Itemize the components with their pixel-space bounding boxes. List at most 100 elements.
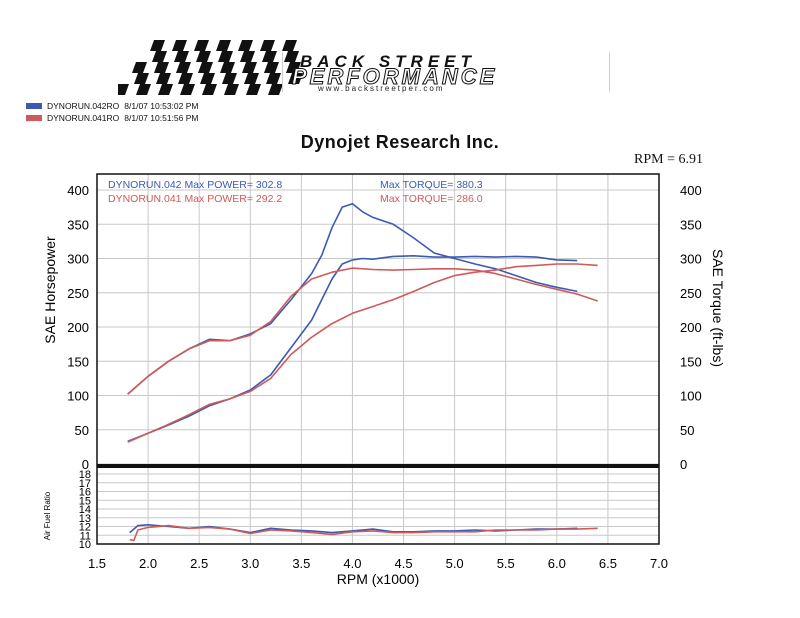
x-tick-label: 5.0 <box>446 556 464 571</box>
y2-axis-label: SAE Torque (ft-lbs) <box>710 249 726 367</box>
series-layer <box>127 202 598 542</box>
series-dynorun041-torque-line <box>127 267 598 395</box>
annotation-run042-power: DYNORUN.042 Max POWER= 302.8 <box>108 179 282 191</box>
flag-square <box>198 62 213 73</box>
y-tick-label: 100 <box>67 389 89 404</box>
flag-square <box>288 73 303 84</box>
legend-label-run041: DYNORUN.041RO <box>47 113 120 123</box>
annotation-run041-torque: Max TORQUE= 286.0 <box>380 193 483 205</box>
y2-tick-label: 300 <box>680 252 702 267</box>
flag-square <box>246 84 261 95</box>
flag-square <box>174 51 189 62</box>
panel-divider <box>97 464 659 468</box>
x-tick-label: 2.5 <box>190 556 208 571</box>
afr-tick-label: 14 <box>79 504 91 516</box>
x-tick-label: 2.0 <box>139 556 157 571</box>
legend-swatch-run041 <box>26 115 42 121</box>
flag-square <box>286 62 301 73</box>
flag-square <box>176 62 191 73</box>
x-tick-label: 3.5 <box>292 556 310 571</box>
legend-item-run042: DYNORUN.042RO 8/1/07 10:53:02 PM <box>26 101 198 111</box>
flag-square <box>222 73 237 84</box>
annotation-run042-torque: Max TORQUE= 380.3 <box>380 179 483 191</box>
flag-square <box>180 84 195 95</box>
flag-square <box>118 84 129 95</box>
x-tick-label: 7.0 <box>650 556 668 571</box>
y-tick-label: 350 <box>67 217 89 232</box>
brand-url: www.backstreetper.com <box>318 84 445 93</box>
flag-square <box>158 84 173 95</box>
x-tick-label: 6.0 <box>548 556 566 571</box>
y-tick-label: 200 <box>67 320 89 335</box>
flag-square <box>156 73 171 84</box>
legend-date-run042: 8/1/07 10:53:02 PM <box>124 101 199 111</box>
afr-tick-label: 12 <box>79 522 91 534</box>
afr-tick-label: 16 <box>79 487 91 499</box>
legend-item-run041: DYNORUN.041RO 8/1/07 10:51:56 PM <box>26 113 198 123</box>
y-axis-label: SAE Horsepower <box>42 236 58 344</box>
y2-tick-label: 100 <box>680 389 702 404</box>
flag-square <box>172 40 187 51</box>
y-tick-label: 0 <box>82 457 89 472</box>
main-grid <box>96 174 660 544</box>
x-tick-label: 4.0 <box>343 556 361 571</box>
flag-square <box>150 40 165 51</box>
flag-square <box>268 84 283 95</box>
flag-square <box>240 51 255 62</box>
flag-square <box>202 84 217 95</box>
x-tick-label: 1.5 <box>88 556 106 571</box>
flag-square <box>266 73 281 84</box>
x-axis-label: RPM (x1000) <box>337 571 419 587</box>
flag-square <box>194 40 209 51</box>
flag-square <box>218 51 233 62</box>
legend-swatch-run042 <box>26 103 42 109</box>
flag-square <box>152 51 167 62</box>
y-tick-label: 50 <box>75 423 89 438</box>
afr-tick-label: 13 <box>79 513 91 525</box>
annotation-run041-power: DYNORUN.041 Max POWER= 292.2 <box>108 193 282 205</box>
x-tick-label: 5.5 <box>497 556 515 571</box>
chart-title: Dynojet Research Inc. <box>300 132 500 152</box>
flag-square <box>196 51 211 62</box>
afr-grid <box>97 473 659 545</box>
flag-square <box>238 40 253 51</box>
afr-tick-label: 11 <box>80 530 91 542</box>
series-dynorun042-torque-line <box>127 202 578 395</box>
logo-frame <box>282 52 610 92</box>
flag-square <box>224 84 239 95</box>
y2-tick-label: 0 <box>680 457 687 472</box>
flag-square <box>244 73 259 84</box>
flag-square <box>264 62 279 73</box>
flag-square <box>242 62 257 73</box>
y2-tick-label: 200 <box>680 320 702 335</box>
legend-label-run042: DYNORUN.042RO <box>47 101 120 111</box>
flag-square <box>260 40 275 51</box>
x-tick-label: 3.0 <box>241 556 259 571</box>
flag-square <box>178 73 193 84</box>
checkered-flag-logo <box>118 40 303 95</box>
brand-name-line1: BACK STREET <box>300 52 476 71</box>
afr-tick-label: 10 <box>79 539 91 551</box>
afr-tick-label: 15 <box>79 495 91 507</box>
flag-square <box>220 62 235 73</box>
legend-date-run041: 8/1/07 10:51:56 PM <box>124 113 199 123</box>
y2-tick-label: 250 <box>680 286 702 301</box>
flag-square <box>132 62 147 73</box>
afr-axis-label: Air Fuel Ratio <box>43 491 52 540</box>
flag-square <box>262 51 277 62</box>
x-tick-label: 6.5 <box>599 556 617 571</box>
y-tick-label: 300 <box>67 252 89 267</box>
afr-tick-label: 17 <box>79 478 91 490</box>
y-tick-label: 150 <box>67 354 89 369</box>
y-tick-label: 400 <box>67 183 89 198</box>
y2-tick-label: 50 <box>680 423 694 438</box>
series-dynorun042-power-line <box>127 255 578 443</box>
rpm-readout: RPM = 6.91 <box>634 152 703 167</box>
y2-tick-label: 150 <box>680 354 702 369</box>
plot-frame <box>96 173 660 545</box>
flag-square <box>134 73 149 84</box>
flag-square <box>284 51 299 62</box>
y2-tick-label: 400 <box>680 183 702 198</box>
series-dynorun041-afr-line <box>129 524 598 542</box>
